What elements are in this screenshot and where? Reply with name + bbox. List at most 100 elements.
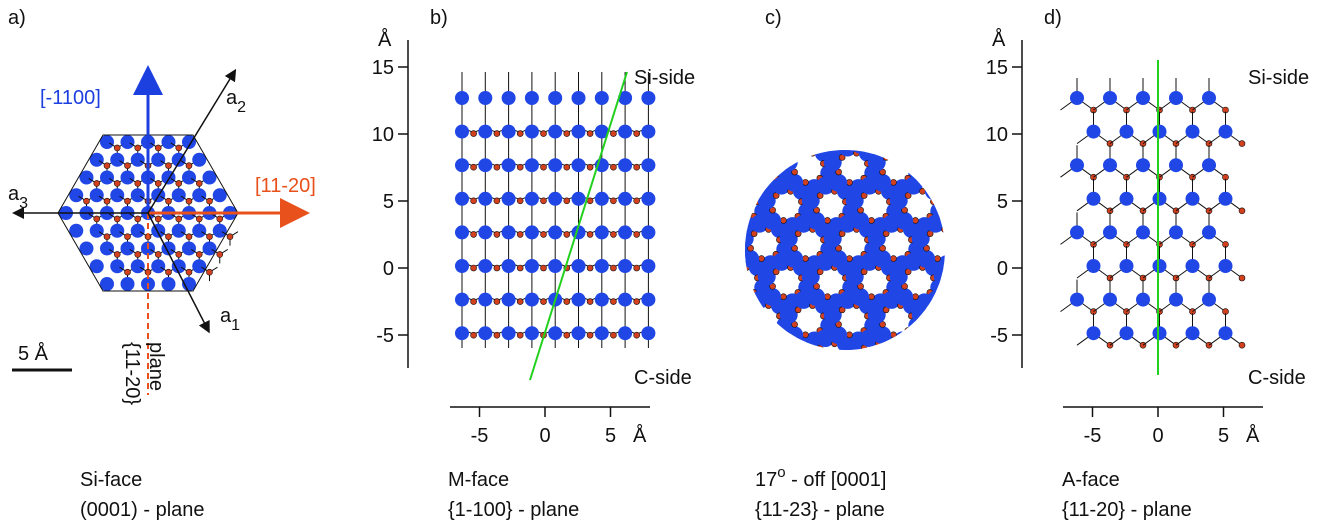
c-atom <box>858 131 864 137</box>
si-atom <box>151 153 165 167</box>
c-atom <box>890 256 896 262</box>
si-atom <box>455 91 469 105</box>
si-atom <box>871 370 889 388</box>
si-atom <box>1136 91 1150 105</box>
si-atom <box>952 240 970 258</box>
si-atom <box>595 293 609 307</box>
y-tick-label: 5 <box>997 191 1008 213</box>
si-atom <box>455 225 469 239</box>
si-atom <box>502 125 516 139</box>
c-atom <box>610 299 616 305</box>
c-atom <box>726 207 732 213</box>
c-atom <box>166 198 172 204</box>
si-atom <box>1136 158 1150 172</box>
si-atom <box>758 268 776 286</box>
si-atom <box>618 192 632 206</box>
caption: {1-100} - plane <box>448 499 579 521</box>
c-atom <box>824 141 830 147</box>
c-atom <box>748 321 754 327</box>
si-atom <box>912 230 930 248</box>
c-atom <box>587 131 593 137</box>
figure: a) [-1100] [11-20] a2 a3 a1 {11-20} plan… <box>0 0 1344 527</box>
c-atom <box>155 216 161 222</box>
si-atom <box>1153 192 1167 206</box>
si-atom <box>478 293 492 307</box>
si-atom <box>502 259 516 273</box>
c-atom <box>494 299 500 305</box>
si-atom <box>90 224 104 238</box>
c-atom <box>125 234 131 240</box>
c-atom <box>494 198 500 204</box>
si-atom <box>525 225 539 239</box>
c-atom <box>634 332 640 338</box>
si-atom <box>824 230 842 248</box>
si-atom <box>478 326 492 340</box>
si-atom <box>802 344 820 362</box>
panel-label: c) <box>765 7 782 29</box>
si-atom <box>1153 125 1167 139</box>
si-atom <box>780 306 798 324</box>
si-atom <box>807 288 825 306</box>
si-atom <box>1219 192 1233 206</box>
si-atom <box>868 230 886 248</box>
c-atom <box>471 299 477 305</box>
si-atom <box>837 106 855 124</box>
si-atom <box>785 174 803 192</box>
x-unit: Å <box>633 424 647 447</box>
si-atom <box>912 306 930 324</box>
si-atom <box>525 192 539 206</box>
si-atom <box>824 153 842 171</box>
scale-label: 5 Å <box>18 342 49 365</box>
si-atom <box>618 158 632 172</box>
si-atom <box>947 220 965 238</box>
si-atom <box>763 288 781 306</box>
si-atom <box>873 174 891 192</box>
si-atom <box>846 344 864 362</box>
si-atom <box>1087 259 1101 273</box>
si-atom <box>641 91 655 105</box>
si-atom <box>758 191 776 209</box>
si-atom <box>131 188 145 202</box>
si-atom <box>525 158 539 172</box>
c-atom <box>135 251 141 257</box>
caption-part: - off [0001] <box>786 469 887 491</box>
si-atom <box>886 126 904 144</box>
c-atom <box>898 150 904 156</box>
si-atom <box>824 306 842 324</box>
c-atom <box>471 131 477 137</box>
c-atom <box>736 294 742 300</box>
c-atom <box>186 198 192 204</box>
si-atom <box>783 370 801 388</box>
c-atom <box>868 141 874 147</box>
si-atom <box>851 136 869 154</box>
c-atom <box>726 283 732 289</box>
c-atom <box>564 164 570 170</box>
axis-label: a1 <box>220 305 240 334</box>
c-atom <box>780 217 786 223</box>
c-atom <box>846 256 852 262</box>
si-atom <box>548 158 562 172</box>
y-tick-label: 15 <box>986 57 1008 79</box>
c-atom <box>751 307 757 313</box>
c-atom <box>758 179 764 185</box>
si-atom <box>829 326 847 344</box>
si-atom <box>572 125 586 139</box>
si-atom <box>851 364 869 382</box>
si-atom <box>1120 125 1134 139</box>
c-atom <box>541 299 547 305</box>
c-atom <box>541 198 547 204</box>
c-atom <box>125 163 131 169</box>
c-atom <box>517 332 523 338</box>
si-atom <box>1169 225 1183 239</box>
c-atom <box>942 226 948 232</box>
si-atom <box>502 158 516 172</box>
si-atom <box>572 293 586 307</box>
c-atom <box>707 231 713 237</box>
si-atom <box>697 250 715 268</box>
si-atom <box>739 293 757 311</box>
si-atom <box>741 250 759 268</box>
si-atom <box>868 153 886 171</box>
si-atom <box>1153 259 1167 273</box>
si-atom <box>1103 225 1117 239</box>
c-atom <box>610 131 616 137</box>
